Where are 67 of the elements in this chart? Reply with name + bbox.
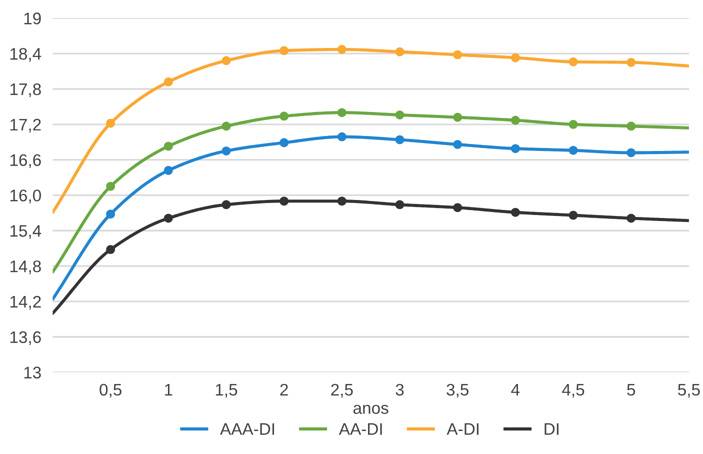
point (222, 146, 231, 156)
point (164, 214, 173, 223)
y-tick-label: 19 (24, 12, 41, 24)
point (106, 245, 116, 254)
y-tick-label: 14,2 (10, 296, 41, 310)
x-tick-label: 1 (165, 384, 172, 396)
point (568, 210, 578, 220)
legend-label: DI (544, 423, 558, 435)
point (510, 208, 520, 217)
point (626, 58, 636, 67)
legend-label: AAA-DI (220, 423, 274, 435)
y-tick-label: 18,4 (10, 48, 42, 62)
x-tick-label: 3,5 (446, 384, 468, 398)
point (106, 182, 116, 191)
point (568, 120, 578, 129)
legend-label: AA-DI (338, 423, 382, 435)
point (510, 53, 520, 62)
y-tick-label: 17,2 (10, 118, 41, 133)
point (106, 210, 116, 219)
point (222, 56, 231, 66)
point (222, 122, 231, 131)
point (337, 132, 346, 142)
y-tick-label: 17,8 (10, 83, 41, 98)
point (164, 77, 173, 86)
point (337, 196, 346, 206)
legend-label: A-DI (446, 423, 478, 435)
point (510, 144, 520, 154)
point (395, 200, 404, 210)
point (568, 57, 578, 66)
point (337, 44, 346, 54)
y-tick-label: 14,8 (10, 260, 41, 274)
y-tick-label: 16,0 (10, 190, 41, 204)
point (510, 116, 520, 125)
point (453, 203, 462, 212)
x-tick-label: 3 (396, 384, 404, 396)
y-tick-label: 15,4 (10, 225, 42, 239)
x-tick-label: 2,5 (331, 384, 353, 398)
point (395, 135, 404, 144)
x-axis-title: anos (353, 404, 388, 414)
y-tick-label: 13,6 (10, 331, 41, 346)
point (626, 148, 636, 158)
point (337, 108, 346, 118)
point (626, 214, 636, 223)
x-tick-label: 4 (511, 384, 520, 396)
point (395, 47, 404, 56)
point (453, 112, 462, 122)
x-tick-label: 0,5 (100, 384, 122, 398)
x-tick-label: 2 (280, 384, 288, 396)
point (280, 112, 289, 121)
y-tick-label: 13 (24, 366, 41, 378)
point (395, 110, 404, 120)
point (453, 50, 462, 60)
y-tick-label: 16,6 (10, 154, 41, 168)
x-tick-label: 5,5 (678, 384, 700, 398)
x-tick-label: 4,5 (562, 384, 584, 398)
point (568, 146, 578, 155)
point (280, 196, 289, 206)
point (164, 166, 173, 175)
point (453, 140, 462, 149)
point (164, 142, 173, 151)
point (222, 200, 231, 210)
x-tick-label: 5 (627, 384, 636, 396)
point (280, 138, 289, 148)
point (626, 122, 636, 131)
x-tick-label: 1,5 (216, 384, 238, 398)
point (106, 118, 116, 128)
point (280, 46, 289, 56)
